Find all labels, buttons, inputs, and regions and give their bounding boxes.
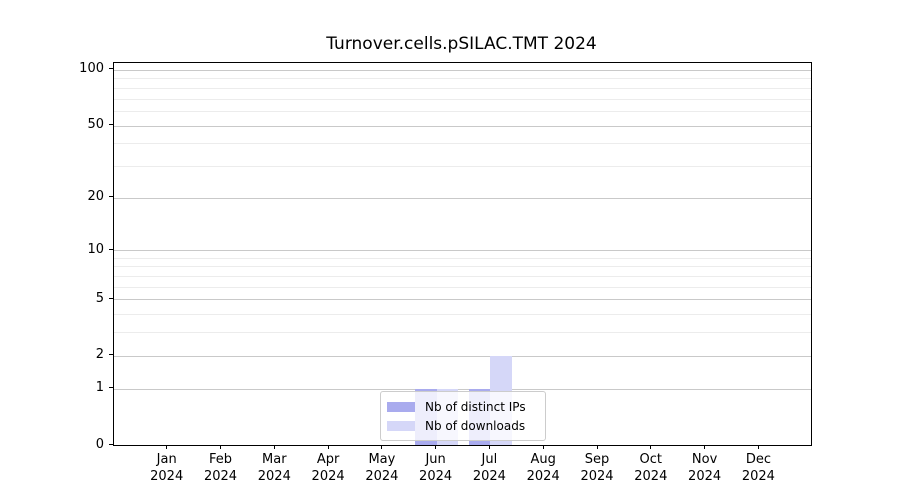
x-tick-label: Jan 2024 (150, 452, 184, 484)
y-tick-label: 2 (95, 347, 104, 363)
x-tick-mark (542, 445, 544, 449)
y-tick-mark (109, 443, 113, 445)
gridline-minor (114, 165, 811, 167)
x-tick-label: May 2024 (365, 452, 399, 484)
x-tick-label: Jul 2024 (472, 452, 506, 484)
x-tick-label: Feb 2024 (203, 452, 238, 484)
x-tick-mark (273, 445, 275, 449)
x-tick-label: Apr 2024 (311, 452, 345, 484)
gridline-minor (114, 143, 811, 145)
gridline-major (114, 69, 811, 71)
legend-label-distinct-ips: Nb of distinct IPs (425, 399, 526, 414)
y-tick-label: 50 (87, 117, 104, 132)
x-tick-mark (757, 445, 759, 449)
x-tick-label: Aug 2024 (526, 452, 560, 484)
gridline-major (114, 250, 811, 252)
gridline-major (114, 355, 811, 357)
gridline-minor (114, 87, 811, 89)
y-tick-label: 10 (87, 241, 104, 257)
gridline-minor (114, 286, 811, 288)
x-tick-mark (704, 445, 706, 449)
x-tick-label: Nov 2024 (688, 452, 722, 484)
legend-swatch-downloads-icon (387, 420, 415, 431)
y-tick-mark (109, 297, 113, 299)
y-tick-mark (109, 68, 113, 70)
gridline-minor (114, 332, 811, 334)
legend: Nb of distinct IPs Nb of downloads (380, 391, 546, 441)
x-tick-mark (381, 445, 383, 449)
x-tick-mark (596, 445, 598, 449)
x-tick-mark (166, 445, 168, 449)
y-tick-mark (109, 196, 113, 198)
y-tick-label: 5 (95, 290, 104, 306)
chart-title: Turnover.cells.pSILAC.TMT 2024 (326, 34, 597, 54)
x-tick-mark (220, 445, 221, 449)
gridline-minor (114, 110, 811, 112)
gridline-major (114, 388, 811, 390)
y-tick-label: 20 (87, 189, 104, 205)
x-tick-mark (327, 445, 329, 449)
x-tick-mark (650, 445, 652, 449)
y-tick-mark (109, 354, 113, 356)
gridline-minor (114, 276, 811, 277)
gridline-minor (114, 314, 811, 316)
y-tick-mark (109, 124, 113, 125)
plot-area: Nb of distinct IPs Nb of downloads (113, 62, 812, 446)
x-tick-label: Dec 2024 (741, 452, 775, 484)
legend-label-downloads: Nb of downloads (425, 418, 526, 433)
gridline-major (114, 125, 811, 127)
gridline-minor (114, 257, 811, 259)
y-tick-label: 0 (95, 436, 104, 452)
x-tick-label: Jun 2024 (419, 452, 453, 484)
gridline-major (114, 197, 811, 199)
y-tick-label: 100 (79, 61, 104, 77)
legend-item-distinct-ips: Nb of distinct IPs (387, 397, 539, 416)
gridline-minor (114, 98, 811, 100)
y-tick-mark (109, 387, 113, 389)
x-tick-mark (435, 445, 437, 449)
x-tick-label: Mar 2024 (257, 452, 291, 484)
x-tick-mark (488, 445, 490, 449)
y-tick-label: 1 (95, 380, 104, 396)
x-tick-label: Oct 2024 (634, 452, 668, 484)
legend-swatch-distinct-ips-icon (387, 401, 415, 412)
y-tick-mark (109, 248, 113, 250)
x-tick-label: Sep 2024 (580, 452, 614, 484)
legend-item-downloads: Nb of downloads (387, 416, 539, 435)
gridline-minor (114, 266, 811, 268)
gridline-major (114, 299, 811, 301)
gridline-minor (114, 78, 811, 80)
